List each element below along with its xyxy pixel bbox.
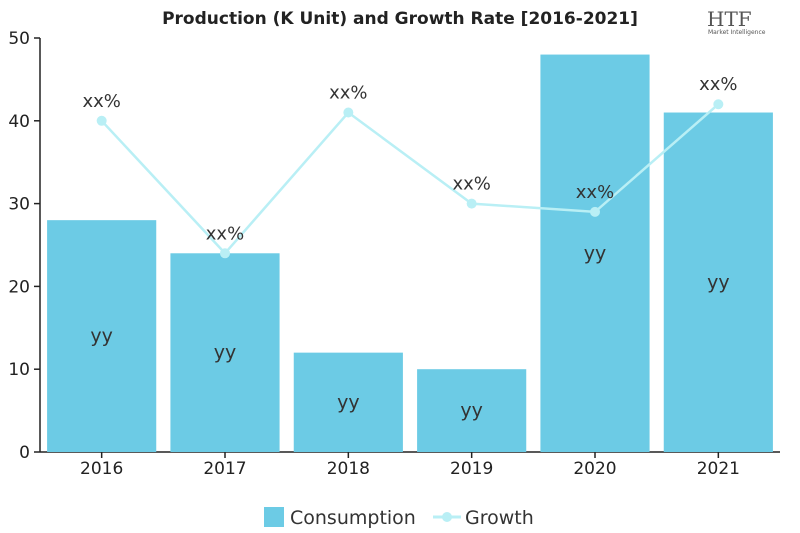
bar-consumption [417, 369, 527, 452]
y-tick-label: 50 [8, 29, 30, 49]
x-tick-label: 2021 [697, 459, 740, 479]
y-tick-label: 20 [8, 277, 30, 297]
legend-label-growth: Growth [465, 507, 534, 529]
data-labels: yy yy yy yy yy yy xx% xx% xx% xx% xx% xx% [82, 74, 737, 421]
x-tick-label: 2016 [80, 459, 123, 479]
legend-label-consumption: Consumption [290, 507, 416, 529]
growth-data-label: xx% [206, 223, 244, 244]
growth-data-label: xx% [452, 174, 490, 195]
growth-line-layer [96, 99, 724, 259]
chart-title: Production (K Unit) and Growth Rate [201… [162, 9, 638, 29]
logo-subtext: Market Intelligence [708, 29, 766, 36]
axes: 0 10 20 30 40 50 2016 2017 2018 2019 2020 2021 [8, 29, 780, 479]
x-tick-label: 2018 [327, 459, 370, 479]
bar-data-label: yy [460, 400, 483, 422]
htf-logo: HTF Market Intelligence [707, 7, 766, 36]
logo-text: HTF [707, 7, 752, 31]
x-tick-label: 2017 [203, 459, 246, 479]
growth-line [100, 103, 720, 256]
growth-point [220, 248, 230, 259]
legend-swatch-consumption [264, 507, 284, 527]
y-tick-label: 10 [8, 360, 30, 380]
bar-consumption [47, 220, 157, 452]
bar-consumption [170, 253, 280, 452]
bar-data-label: yy [214, 342, 237, 364]
growth-point [713, 99, 724, 110]
y-tick-label: 30 [8, 195, 30, 215]
y-tick-label: 40 [8, 112, 30, 132]
growth-data-label: xx% [576, 182, 614, 203]
growth-point [343, 107, 354, 118]
bars [47, 54, 773, 453]
growth-point [466, 198, 477, 209]
growth-data-label: xx% [329, 83, 367, 104]
bar-consumption [663, 112, 773, 453]
growth-point [590, 206, 600, 217]
y-tick-label: 0 [19, 443, 30, 463]
x-tick-label: 2019 [450, 459, 493, 479]
bar-data-label: yy [584, 242, 607, 264]
bar-data-label: yy [90, 325, 113, 347]
growth-data-label: xx% [699, 74, 737, 95]
legend: Consumption Growth [264, 507, 534, 529]
bar-consumption [293, 352, 403, 452]
growth-point [96, 115, 107, 126]
x-tick-label: 2020 [573, 459, 616, 479]
legend-swatch-growth-marker [442, 512, 452, 522]
growth-data-label: xx% [82, 91, 120, 112]
bar-consumption [540, 54, 650, 453]
bar-data-label: yy [707, 271, 730, 293]
bar-data-label: yy [337, 391, 360, 413]
